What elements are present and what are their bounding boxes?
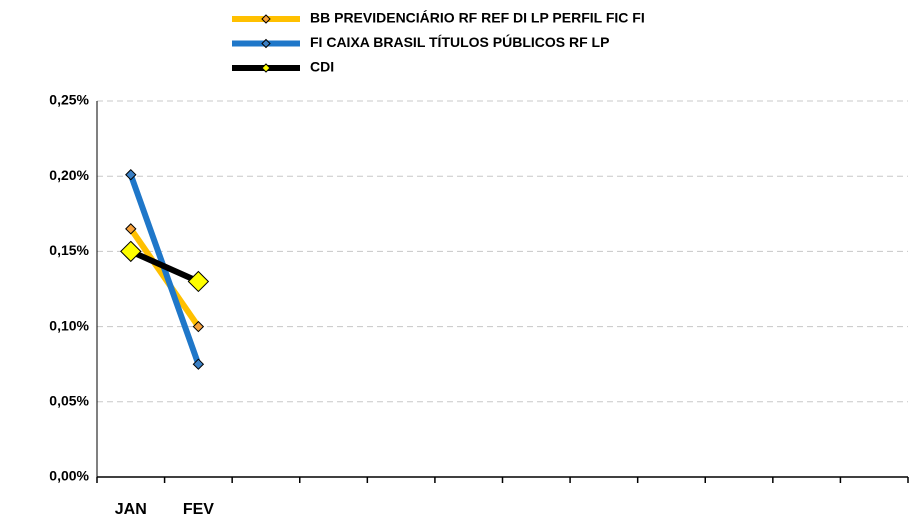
legend-marker: [261, 38, 271, 49]
y-tick-label: 0,00%: [49, 468, 89, 484]
series-line: [129, 248, 200, 285]
legend-label: CDI: [310, 59, 334, 75]
y-tick-label: 0,20%: [49, 167, 89, 183]
legend-marker: [261, 63, 271, 73]
x-tick-label: FEV: [183, 501, 214, 518]
legend-label: FI CAIXA BRASIL TÍTULOS PÚBLICOS RF LP: [310, 33, 609, 50]
data-point: [192, 358, 205, 370]
data-point: [125, 223, 137, 235]
data-point: [192, 320, 205, 333]
data-point: [125, 168, 137, 181]
y-tick-label: 0,05%: [49, 393, 89, 409]
legend-label: BB PREVIDENCIÁRIO RF REF DI LP PERFIL FI…: [310, 10, 645, 26]
legend-marker: [261, 14, 271, 24]
y-tick-label: 0,25%: [49, 92, 89, 108]
data-point: [120, 240, 142, 263]
x-tick-label: JAN: [115, 501, 147, 518]
y-tick-label: 0,10%: [49, 317, 89, 333]
data-point: [187, 270, 210, 293]
y-tick-label: 0,15%: [49, 242, 89, 258]
